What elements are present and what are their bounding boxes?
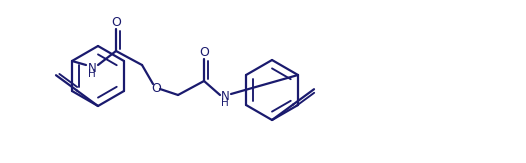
Text: O: O [199,45,209,59]
Text: N: N [88,61,96,74]
Text: H: H [221,98,229,108]
Text: O: O [151,82,161,96]
Text: N: N [220,89,229,103]
Text: H: H [88,69,96,79]
Text: O: O [111,15,121,29]
